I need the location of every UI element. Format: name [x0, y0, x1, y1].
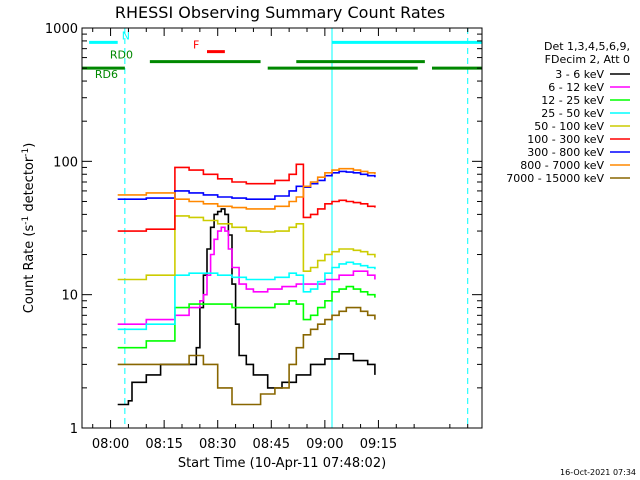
x-tick-label-2: 08:30 [199, 437, 236, 452]
plot-frame [81, 27, 483, 429]
legend-label-4: 50 - 100 keV [534, 120, 604, 133]
legend-label-6: 300 - 800 keV [527, 146, 604, 159]
y-tick-label-3: 1000 [45, 22, 78, 37]
series-line-6 [117, 170, 376, 200]
x-tick-label-1: 08:15 [145, 437, 182, 452]
x-axis-label: Start Time (10-Apr-11 07:48:02) [178, 456, 386, 471]
y-tick-label-0: 1 [70, 422, 78, 437]
legend-label-5: 100 - 300 keV [527, 133, 604, 146]
legend-label-0: 3 - 6 keV [555, 68, 604, 81]
y-axis-label-sup-2: -1 [21, 148, 31, 157]
y-tick-label-1: 10 [61, 289, 78, 304]
series-line-3 [117, 261, 376, 331]
flag-label-rd0: RD0 [110, 49, 133, 62]
series-line-4 [117, 215, 376, 281]
x-tick-label-3: 08:45 [253, 437, 290, 452]
y-axis-label-sup-1: -1 [21, 216, 31, 225]
flag-label-n: N [122, 29, 130, 42]
legend-label-3: 25 - 50 keV [541, 107, 604, 120]
series-line-7 [117, 167, 376, 210]
axes: 08:00 08:15 08:30 08:45 09:00 09:15 1 10 100 1000 [45, 22, 482, 452]
y-axis-label-main: Count Rate (s [22, 225, 37, 314]
series-line-5 [117, 163, 376, 232]
flag-label-rd6: RD6 [95, 68, 118, 81]
series-line-0 [117, 208, 376, 406]
legend-label-1: 6 - 12 keV [548, 81, 604, 94]
timestamp: 16-Oct-2021 07:34 [560, 468, 636, 477]
x-tick-label-4: 09:00 [306, 437, 343, 452]
chart-title: RHESSI Observing Summary Count Rates [115, 3, 445, 22]
y-axis-label-end: ) [22, 143, 37, 148]
flag-label-f: F [193, 39, 199, 52]
y-axis-label-mid: detector [22, 156, 37, 216]
plot-area: N F RD0 RD6 [82, 28, 482, 428]
legend-label-8: 7000 - 15000 keV [506, 172, 604, 185]
series-line-2 [117, 285, 376, 349]
x-tick-label-5: 09:15 [360, 437, 397, 452]
legend-header-0: Det 1,3,4,5,6,9, [544, 40, 630, 53]
legend: Det 1,3,4,5,6,9,FDecim 2, Att 0 3 - 6 keV… [506, 40, 630, 185]
legend-label-7: 800 - 7000 keV [520, 159, 604, 172]
series-line-8 [117, 306, 376, 406]
y-axis-label: Count Rate (s-1 detector-1) [21, 143, 37, 314]
series-line-1 [117, 226, 376, 325]
legend-header-1: FDecim 2, Att 0 [545, 53, 630, 66]
y-tick-label-2: 100 [53, 155, 78, 170]
x-tick-label-0: 08:00 [92, 437, 129, 452]
legend-label-2: 12 - 25 keV [541, 94, 604, 107]
